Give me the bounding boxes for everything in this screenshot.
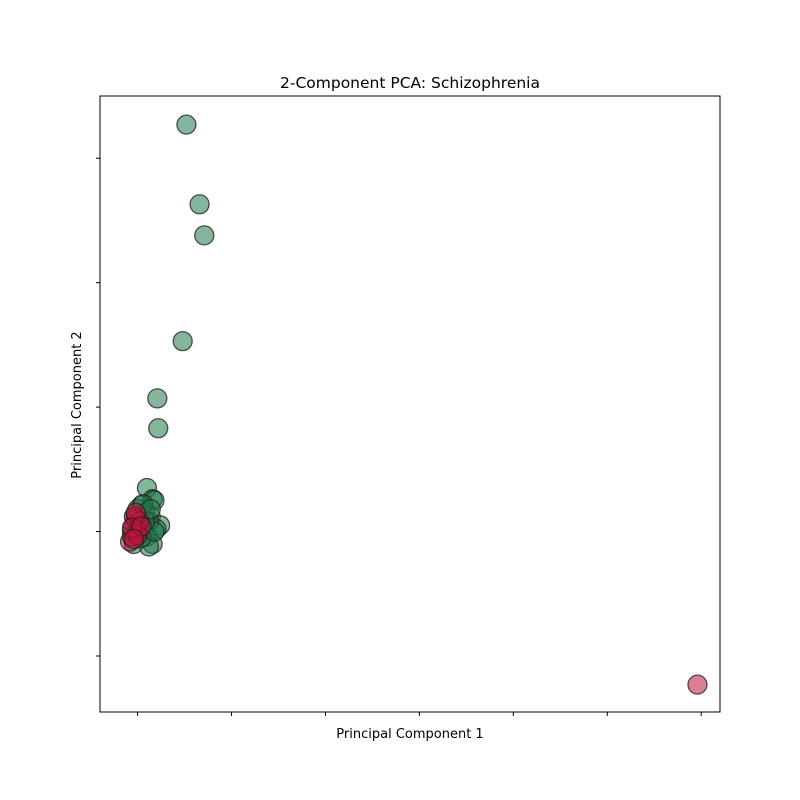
data-point-s1-0 bbox=[687, 674, 708, 695]
data-point-s0-2 bbox=[194, 225, 215, 246]
x-axis-label: Principal Component 1 bbox=[336, 727, 483, 742]
data-point-s0-4 bbox=[147, 388, 168, 409]
chart-title: 2-Component PCA: Schizophrenia bbox=[280, 74, 540, 92]
data-point-s0-3 bbox=[172, 331, 193, 352]
x-axis-ticks bbox=[137, 712, 702, 716]
data-point-s0-0 bbox=[176, 114, 197, 135]
plot-area-frame bbox=[99, 95, 721, 713]
y-axis-ticks bbox=[96, 157, 100, 657]
y-axis-label: Principal Component 2 bbox=[70, 331, 85, 478]
data-point-s0-1 bbox=[189, 194, 210, 215]
scatter-points bbox=[119, 114, 708, 695]
data-point-s1-12 bbox=[123, 528, 144, 550]
data-point-s0-5 bbox=[148, 418, 169, 439]
